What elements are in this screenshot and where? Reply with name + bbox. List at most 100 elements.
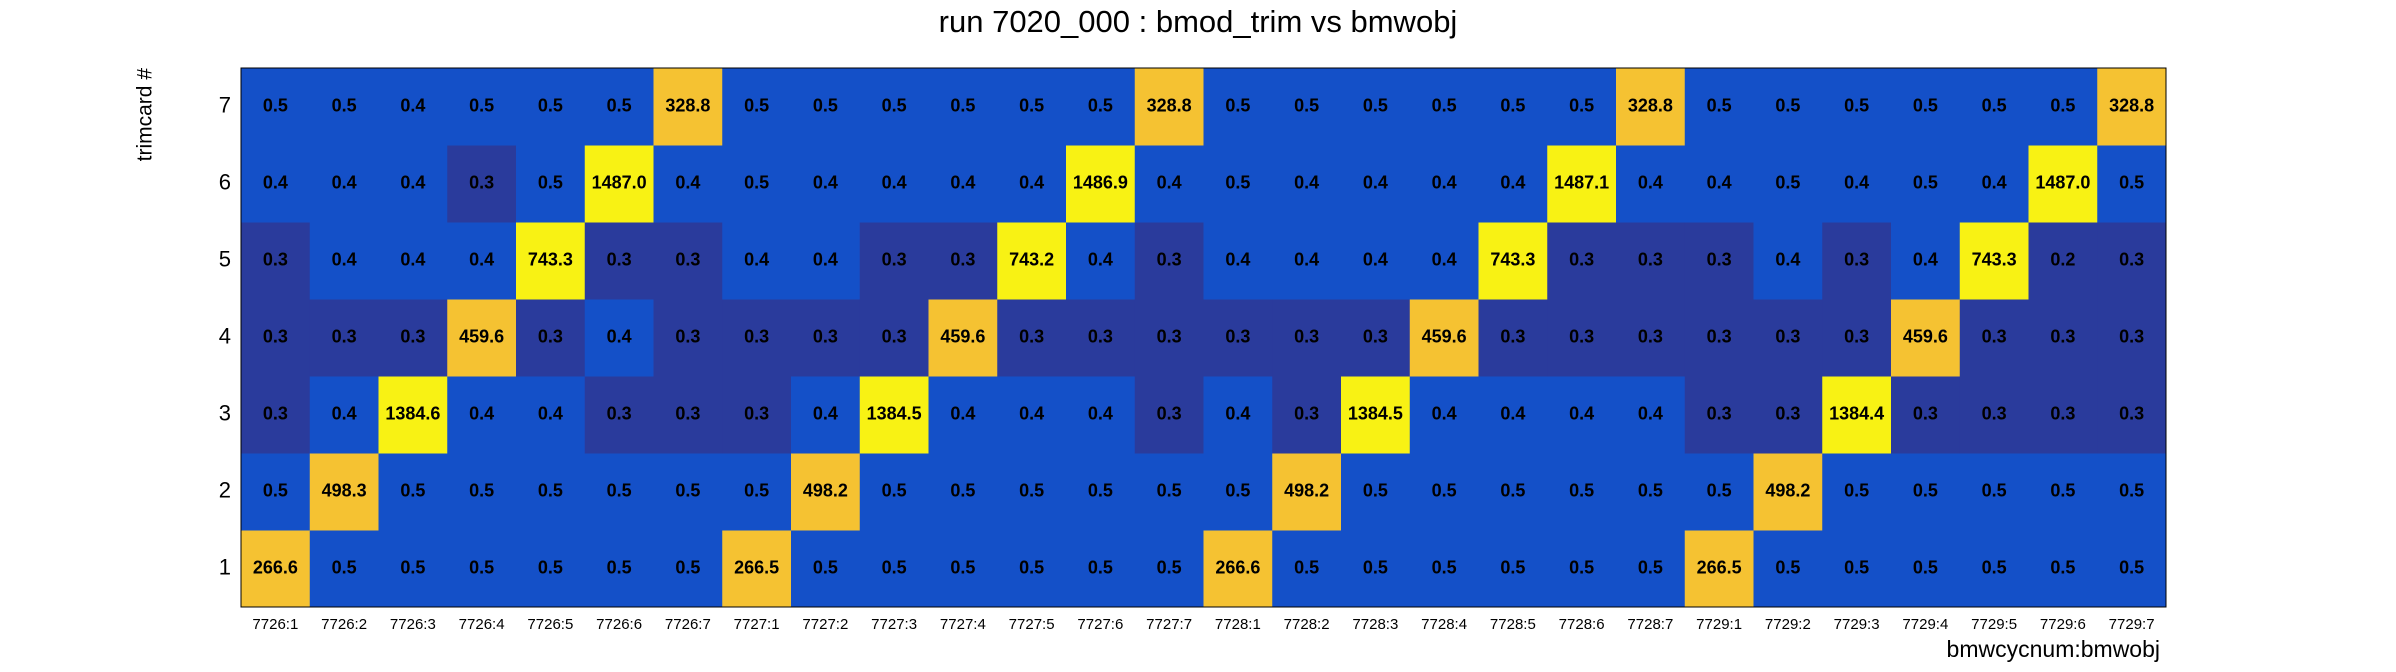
cell bbox=[1409, 376, 1479, 454]
cell-label: 0.4 bbox=[882, 172, 907, 192]
cell bbox=[1203, 299, 1273, 377]
cell-label: 0.3 bbox=[1157, 326, 1182, 346]
cell bbox=[447, 68, 517, 146]
cell bbox=[2028, 376, 2098, 454]
cell bbox=[1891, 376, 1961, 454]
cell bbox=[516, 530, 586, 608]
cell-label: 0.3 bbox=[1500, 326, 1525, 346]
x-axis-label: bmwcycnum:bmwobj bbox=[1947, 636, 2160, 662]
cell-label: 0.5 bbox=[400, 557, 425, 577]
cell-label: 0.3 bbox=[1019, 326, 1044, 346]
cell-label: 0.5 bbox=[1500, 95, 1525, 115]
cell bbox=[1684, 299, 1754, 377]
cell-label: 0.5 bbox=[882, 95, 907, 115]
cell-label: 0.4 bbox=[469, 249, 494, 269]
cell bbox=[1684, 453, 1754, 531]
y-tick-label: 1 bbox=[219, 554, 231, 579]
cell bbox=[1272, 68, 1342, 146]
cell-label: 0.3 bbox=[2050, 403, 2075, 423]
cell-label: 0.3 bbox=[263, 249, 288, 269]
cell-label: 0.5 bbox=[1225, 172, 1250, 192]
chart-title: run 7020_000 : bmod_trim vs bmwobj bbox=[939, 4, 1458, 39]
cell bbox=[1753, 68, 1823, 146]
cell bbox=[1409, 145, 1479, 223]
cell bbox=[2097, 299, 2167, 377]
cell-label: 0.4 bbox=[1432, 403, 1457, 423]
cell bbox=[1203, 376, 1273, 454]
cell-label: 0.5 bbox=[813, 95, 838, 115]
x-tick-label: 7726:5 bbox=[527, 616, 573, 633]
cell bbox=[1066, 376, 1136, 454]
cell-label: 0.3 bbox=[2119, 326, 2144, 346]
cell-label: 498.2 bbox=[1765, 480, 1810, 500]
cell-label: 0.5 bbox=[1844, 557, 1869, 577]
cell-label: 0.5 bbox=[1225, 480, 1250, 500]
cell-label: 0.5 bbox=[607, 557, 632, 577]
cell-label: 0.4 bbox=[1088, 403, 1113, 423]
cell bbox=[791, 222, 861, 300]
x-tick-label: 7728:7 bbox=[1627, 616, 1673, 633]
cell bbox=[447, 222, 517, 300]
cell bbox=[584, 453, 654, 531]
cell bbox=[859, 530, 929, 608]
cell-label: 0.4 bbox=[469, 403, 494, 423]
cell bbox=[1341, 299, 1411, 377]
cell bbox=[1684, 530, 1754, 608]
cell-label: 0.3 bbox=[1569, 326, 1594, 346]
cell-label: 328.8 bbox=[1628, 95, 1673, 115]
cell-label: 0.4 bbox=[1432, 172, 1457, 192]
x-tick-label: 7726:6 bbox=[596, 616, 642, 633]
cell bbox=[928, 299, 998, 377]
x-tick-label: 7727:2 bbox=[802, 616, 848, 633]
cell bbox=[2097, 376, 2167, 454]
cell-label: 0.5 bbox=[1844, 480, 1869, 500]
cell bbox=[1684, 145, 1754, 223]
cell bbox=[859, 145, 929, 223]
y-tick-label: 3 bbox=[219, 400, 231, 425]
cell bbox=[1891, 530, 1961, 608]
cell bbox=[1822, 376, 1892, 454]
cell-label: 0.3 bbox=[1982, 403, 2007, 423]
cell-label: 1487.1 bbox=[1554, 172, 1609, 192]
cell-label: 0.5 bbox=[607, 480, 632, 500]
x-tick-label: 7729:6 bbox=[2040, 616, 2086, 633]
cell bbox=[1203, 222, 1273, 300]
cell bbox=[516, 376, 586, 454]
cell bbox=[1684, 376, 1754, 454]
cell bbox=[2097, 222, 2167, 300]
cell-label: 0.4 bbox=[400, 249, 425, 269]
cell bbox=[1341, 453, 1411, 531]
cell bbox=[1478, 530, 1548, 608]
cell bbox=[722, 376, 792, 454]
cell bbox=[791, 376, 861, 454]
cell bbox=[1066, 222, 1136, 300]
cell-label: 0.3 bbox=[744, 403, 769, 423]
cell bbox=[2097, 453, 2167, 531]
cell-label: 0.3 bbox=[263, 326, 288, 346]
cell bbox=[241, 530, 311, 608]
cell-label: 0.5 bbox=[332, 95, 357, 115]
cell bbox=[309, 299, 379, 377]
y-tick-label: 5 bbox=[219, 246, 231, 271]
cell bbox=[653, 222, 723, 300]
cell bbox=[722, 530, 792, 608]
cell-label: 0.5 bbox=[538, 95, 563, 115]
cell bbox=[1547, 299, 1617, 377]
cell-label: 0.5 bbox=[1019, 557, 1044, 577]
y-tick-label: 4 bbox=[219, 323, 231, 348]
cell bbox=[241, 145, 311, 223]
cell bbox=[1134, 299, 1204, 377]
cell bbox=[1616, 145, 1686, 223]
cell bbox=[1203, 530, 1273, 608]
cell bbox=[378, 453, 448, 531]
cell bbox=[378, 68, 448, 146]
cell bbox=[1547, 376, 1617, 454]
cell bbox=[1959, 530, 2029, 608]
cell-label: 1487.0 bbox=[592, 172, 647, 192]
x-tick-label: 7729:4 bbox=[1902, 616, 1948, 633]
cell-label: 0.2 bbox=[2050, 249, 2075, 269]
cell-label: 1384.6 bbox=[385, 403, 440, 423]
cell bbox=[1134, 530, 1204, 608]
cell bbox=[241, 376, 311, 454]
cell bbox=[1753, 530, 1823, 608]
